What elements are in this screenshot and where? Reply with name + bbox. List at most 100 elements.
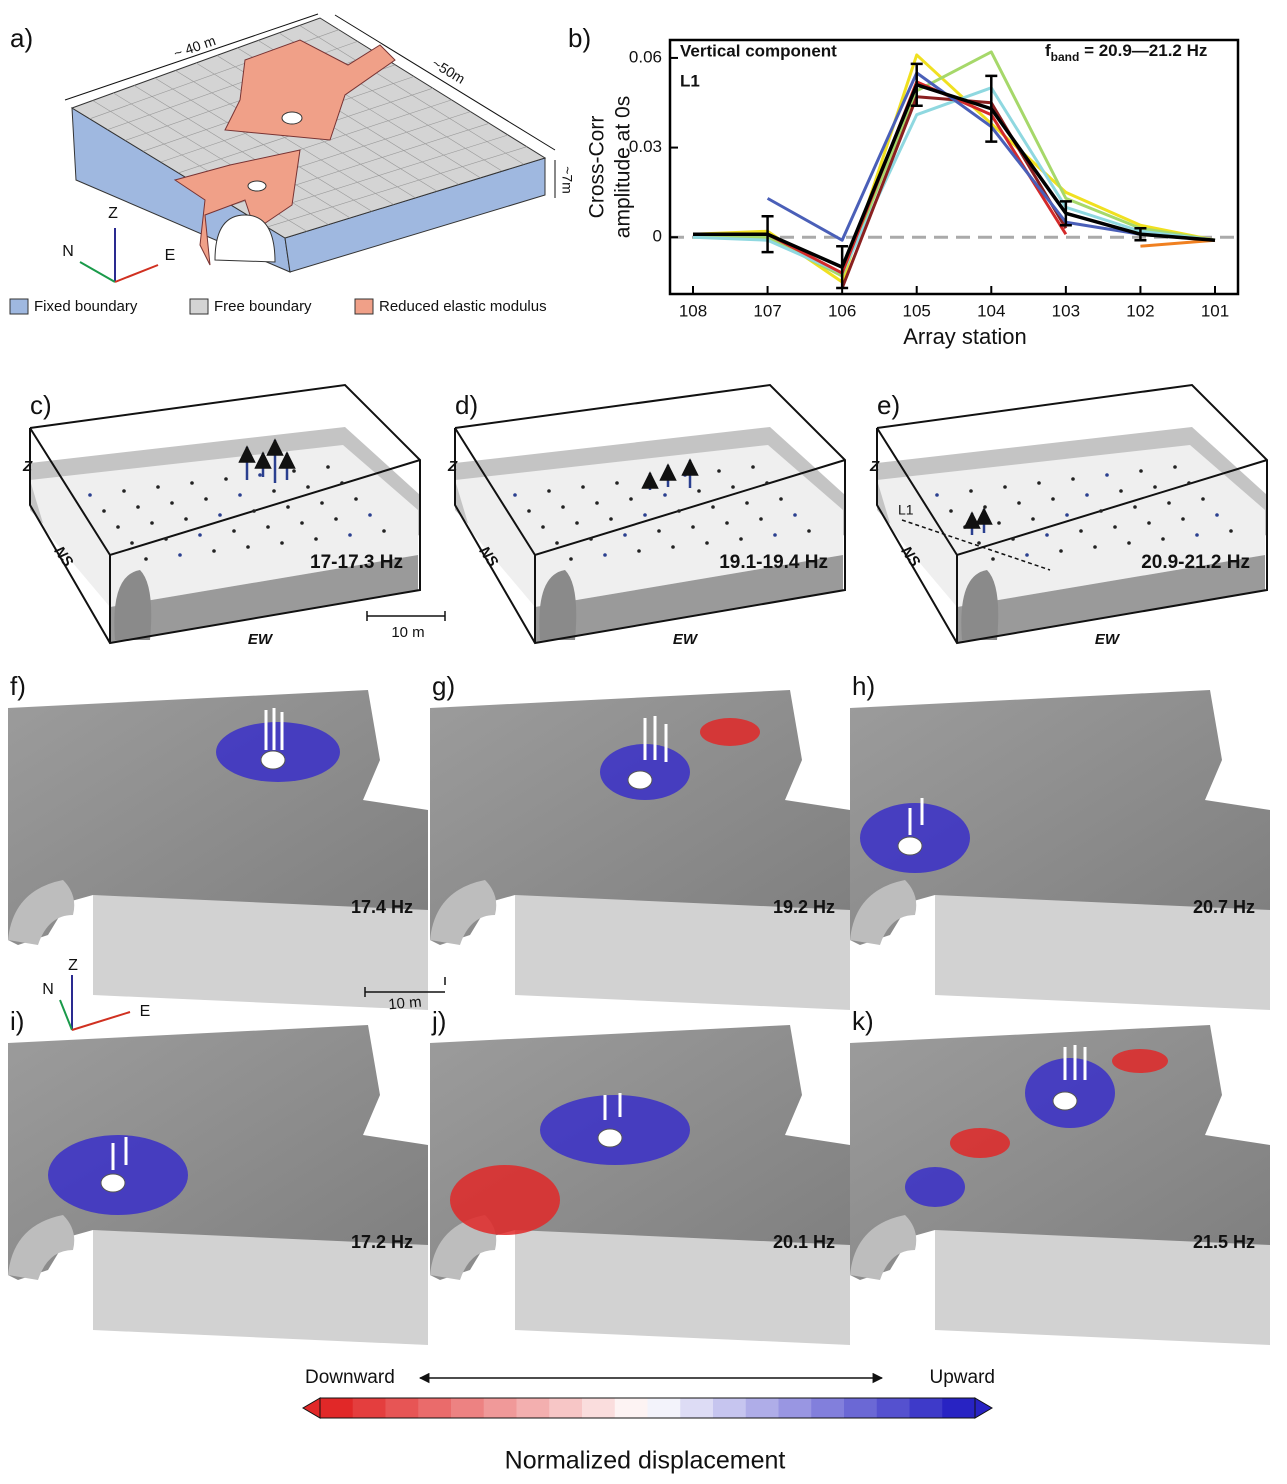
sensor bbox=[320, 501, 324, 505]
sensor bbox=[1173, 465, 1177, 469]
sensor bbox=[334, 517, 338, 521]
axis-n bbox=[80, 262, 115, 282]
sensor bbox=[725, 521, 729, 525]
sensor bbox=[326, 465, 330, 469]
sensor bbox=[581, 485, 585, 489]
x-tick-label: 104 bbox=[977, 301, 1005, 320]
colorbar-label: Downward bbox=[305, 1367, 395, 1388]
colorbar-segment bbox=[517, 1398, 550, 1418]
sensor bbox=[751, 465, 755, 469]
axis-label: EW bbox=[1095, 631, 1121, 648]
displacement bbox=[905, 1167, 965, 1207]
x-tick-label: 105 bbox=[903, 301, 931, 320]
sensor bbox=[1071, 477, 1075, 481]
colorbar-segment bbox=[320, 1398, 353, 1418]
sensor bbox=[731, 485, 735, 489]
sensor bbox=[1195, 533, 1199, 537]
sensor bbox=[1065, 513, 1069, 517]
sensor bbox=[122, 489, 126, 493]
colorbar-segment bbox=[811, 1398, 844, 1418]
sensor bbox=[164, 537, 168, 541]
sensor bbox=[1105, 473, 1109, 477]
panel: k)21.5 Hz bbox=[850, 1006, 1270, 1345]
sensor bbox=[935, 493, 939, 497]
sensor bbox=[1085, 493, 1089, 497]
sensor bbox=[1139, 469, 1143, 473]
panel-label: h) bbox=[852, 671, 875, 701]
y-tick-label: 0 bbox=[653, 227, 662, 246]
sensor bbox=[683, 473, 687, 477]
series-line bbox=[693, 55, 1215, 282]
axis-label: Z bbox=[22, 458, 33, 475]
sensor bbox=[663, 493, 667, 497]
sensor bbox=[793, 513, 797, 517]
sensor bbox=[280, 541, 284, 545]
colorbar-segment bbox=[942, 1398, 975, 1418]
figure: a)~ 40 m~50m~7mZNEFixed boundaryFree bou… bbox=[0, 0, 1287, 1484]
colorbar-segment bbox=[746, 1398, 779, 1418]
band-label: 17-17.3 Hz bbox=[310, 552, 403, 573]
sensor bbox=[102, 509, 106, 513]
sensor bbox=[541, 525, 545, 529]
axis-label: N bbox=[42, 981, 54, 998]
sensor bbox=[1161, 537, 1165, 541]
hole bbox=[261, 751, 285, 769]
frequency-label: 17.2 Hz bbox=[351, 1232, 413, 1252]
colorbar-segment bbox=[386, 1398, 419, 1418]
sensor bbox=[569, 557, 573, 561]
axis-label: Z bbox=[447, 458, 458, 475]
legend-label: Fixed boundary bbox=[34, 298, 138, 315]
displacement bbox=[450, 1165, 560, 1235]
sensor bbox=[1153, 485, 1157, 489]
x-tick-label: 102 bbox=[1126, 301, 1154, 320]
axis-label: E bbox=[165, 247, 176, 264]
x-tick-label: 108 bbox=[679, 301, 707, 320]
sensor bbox=[595, 501, 599, 505]
panel: i)17.2 Hz bbox=[8, 1006, 428, 1345]
sensor bbox=[779, 497, 783, 501]
axis-e bbox=[115, 265, 158, 282]
sensor bbox=[1011, 537, 1015, 541]
sensor bbox=[807, 529, 811, 533]
hole bbox=[248, 181, 266, 191]
displacement bbox=[1112, 1049, 1168, 1073]
sensor bbox=[300, 521, 304, 525]
sensor bbox=[150, 521, 154, 525]
sensor bbox=[144, 557, 148, 561]
sensor bbox=[1025, 553, 1029, 557]
sensor bbox=[773, 533, 777, 537]
frequency-label: 21.5 Hz bbox=[1193, 1232, 1255, 1252]
sensor bbox=[561, 505, 565, 509]
sensor bbox=[1201, 497, 1205, 501]
sensor bbox=[997, 521, 1001, 525]
sensor bbox=[1051, 497, 1055, 501]
y-tick-label: 0.06 bbox=[629, 47, 662, 66]
sensor bbox=[204, 497, 208, 501]
scale-label: 10 m bbox=[391, 624, 424, 641]
sensor bbox=[292, 469, 296, 473]
panel-label: a) bbox=[10, 23, 33, 53]
x-tick-label: 107 bbox=[753, 301, 781, 320]
frequency-label: 17.4 Hz bbox=[351, 897, 413, 917]
sensor bbox=[252, 509, 256, 513]
sensor bbox=[623, 533, 627, 537]
sensor bbox=[1045, 533, 1049, 537]
x-tick-label: 103 bbox=[1052, 301, 1080, 320]
panel: c)ZNSEW17-17.3 Hz10 m bbox=[22, 385, 445, 648]
sensor bbox=[745, 501, 749, 505]
sensor bbox=[368, 513, 372, 517]
scale-label: 10 m bbox=[388, 994, 423, 1014]
sensor bbox=[266, 525, 270, 529]
dimension: ~7m bbox=[559, 166, 575, 194]
sensor bbox=[354, 497, 358, 501]
sensor bbox=[969, 489, 973, 493]
y-axis-label: Cross-Corr bbox=[586, 116, 609, 219]
colorbar-segment bbox=[582, 1398, 615, 1418]
hole bbox=[598, 1129, 622, 1147]
sensor bbox=[1187, 481, 1191, 485]
x-axis-label: Array station bbox=[903, 324, 1027, 349]
panel-label: j) bbox=[431, 1006, 446, 1036]
sensor bbox=[1215, 513, 1219, 517]
colorbar-title: Normalized displacement bbox=[505, 1447, 786, 1475]
